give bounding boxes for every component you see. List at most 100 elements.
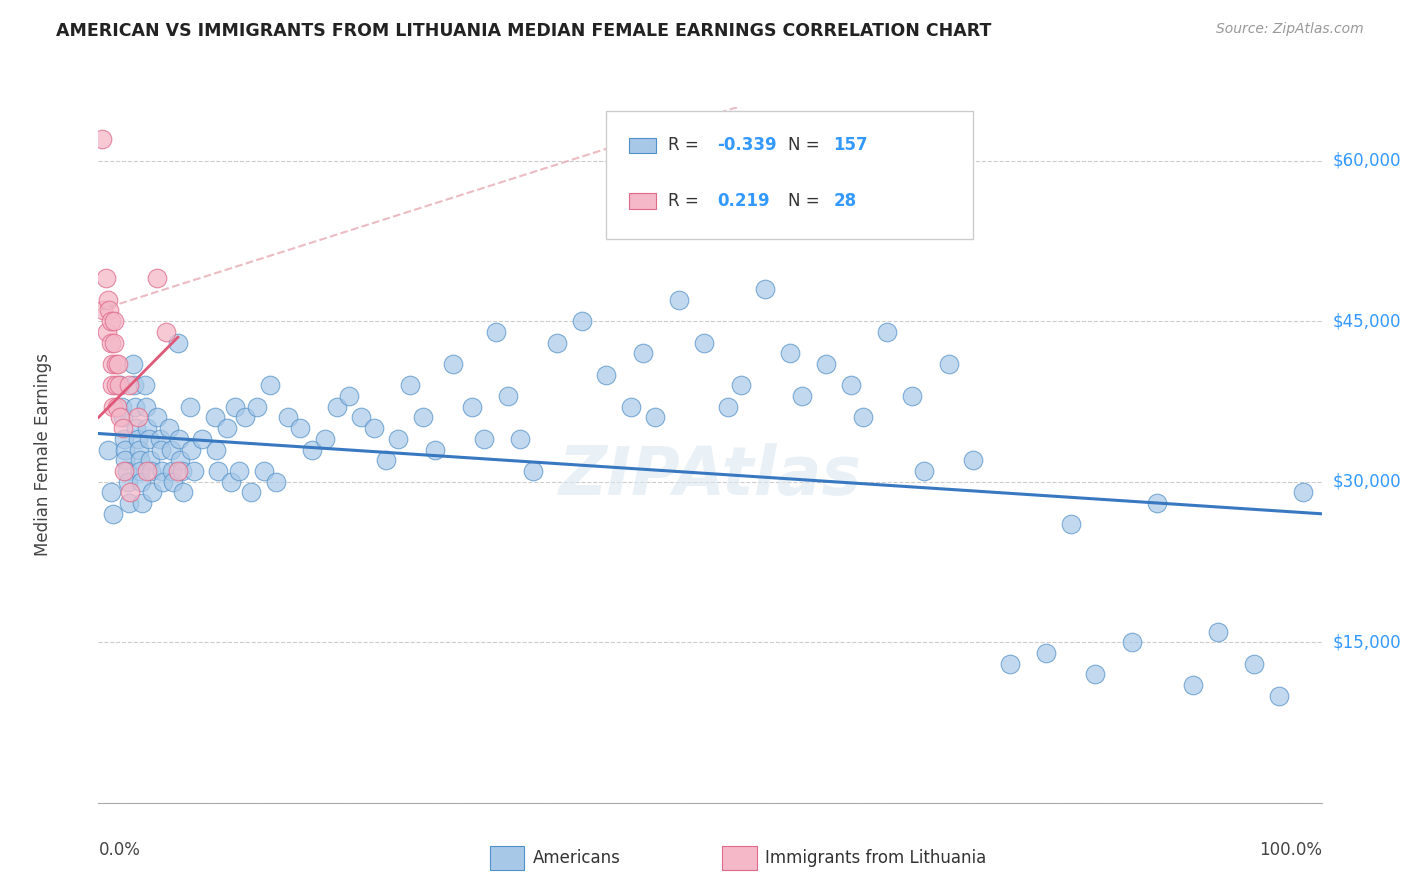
- Point: [100, 314, 122, 328]
- Text: R =: R =: [668, 192, 699, 210]
- Text: Americans: Americans: [533, 849, 620, 867]
- Point: [110, 378, 132, 392]
- Point: [94, 271, 117, 285]
- Point: [374, 453, 396, 467]
- Point: [619, 400, 641, 414]
- Text: Immigrants from Lithuania: Immigrants from Lithuania: [765, 849, 987, 867]
- Point: [277, 410, 299, 425]
- Point: [114, 442, 136, 457]
- Point: [693, 335, 716, 350]
- Point: [115, 464, 138, 478]
- Point: [668, 293, 690, 307]
- Point: [180, 442, 202, 457]
- Text: ZIPAtlas: ZIPAtlas: [558, 442, 862, 508]
- Point: [104, 378, 127, 392]
- Point: [128, 442, 150, 457]
- Point: [169, 453, 191, 467]
- Point: [387, 432, 409, 446]
- Point: [110, 410, 132, 425]
- Point: [100, 335, 122, 350]
- Point: [131, 496, 153, 510]
- Point: [876, 325, 898, 339]
- Point: [91, 132, 114, 146]
- Point: [118, 378, 141, 392]
- Point: [1035, 646, 1057, 660]
- Point: [546, 335, 568, 350]
- Point: [290, 421, 312, 435]
- Point: [139, 453, 162, 467]
- Point: [191, 432, 214, 446]
- Point: [135, 400, 157, 414]
- Text: 157: 157: [834, 136, 868, 154]
- Point: [1146, 496, 1168, 510]
- Point: [160, 464, 183, 478]
- Text: $15,000: $15,000: [1333, 633, 1402, 651]
- Point: [111, 400, 134, 414]
- Point: [779, 346, 801, 360]
- Point: [139, 464, 162, 478]
- Point: [105, 400, 128, 414]
- Point: [172, 485, 194, 500]
- Point: [215, 421, 238, 435]
- Point: [149, 442, 172, 457]
- Point: [264, 475, 287, 489]
- Point: [155, 325, 177, 339]
- Point: [122, 378, 145, 392]
- Point: [207, 464, 229, 478]
- Point: [127, 410, 149, 425]
- Point: [134, 378, 156, 392]
- Point: [472, 432, 495, 446]
- Point: [107, 357, 129, 371]
- Point: [111, 421, 134, 435]
- Point: [159, 442, 181, 457]
- Point: [91, 303, 114, 318]
- Point: [839, 378, 862, 392]
- Point: [754, 282, 776, 296]
- Point: [1060, 517, 1083, 532]
- Point: [114, 453, 136, 467]
- Text: 0.0%: 0.0%: [98, 841, 141, 859]
- Point: [240, 485, 263, 500]
- Text: $45,000: $45,000: [1333, 312, 1402, 330]
- Point: [412, 410, 434, 425]
- Point: [1268, 689, 1291, 703]
- Text: AMERICAN VS IMMIGRANTS FROM LITHUANIA MEDIAN FEMALE EARNINGS CORRELATION CHART: AMERICAN VS IMMIGRANTS FROM LITHUANIA ME…: [56, 22, 991, 40]
- Point: [224, 400, 246, 414]
- Point: [938, 357, 960, 371]
- Point: [149, 432, 172, 446]
- Point: [170, 464, 193, 478]
- Point: [399, 378, 422, 392]
- Point: [157, 421, 180, 435]
- Point: [97, 293, 120, 307]
- Point: [314, 432, 336, 446]
- Point: [730, 378, 752, 392]
- Point: [124, 400, 146, 414]
- Text: 100.0%: 100.0%: [1258, 841, 1322, 859]
- Text: N =: N =: [789, 136, 820, 154]
- Point: [118, 496, 141, 510]
- Point: [363, 421, 385, 435]
- Point: [790, 389, 813, 403]
- Point: [125, 421, 148, 435]
- Point: [103, 335, 125, 350]
- Text: Source: ZipAtlas.com: Source: ZipAtlas.com: [1216, 22, 1364, 37]
- Point: [912, 464, 935, 478]
- Point: [98, 303, 121, 318]
- Point: [644, 410, 666, 425]
- Point: [1121, 635, 1143, 649]
- Point: [101, 357, 124, 371]
- Point: [204, 410, 226, 425]
- Point: [460, 400, 482, 414]
- Point: [595, 368, 617, 382]
- Point: [337, 389, 360, 403]
- Point: [100, 485, 122, 500]
- Point: [138, 432, 160, 446]
- Point: [146, 410, 169, 425]
- Point: [509, 432, 531, 446]
- Point: [998, 657, 1021, 671]
- Point: [121, 357, 143, 371]
- Point: [101, 507, 124, 521]
- Point: [150, 464, 173, 478]
- Point: [350, 410, 373, 425]
- Point: [1182, 678, 1205, 692]
